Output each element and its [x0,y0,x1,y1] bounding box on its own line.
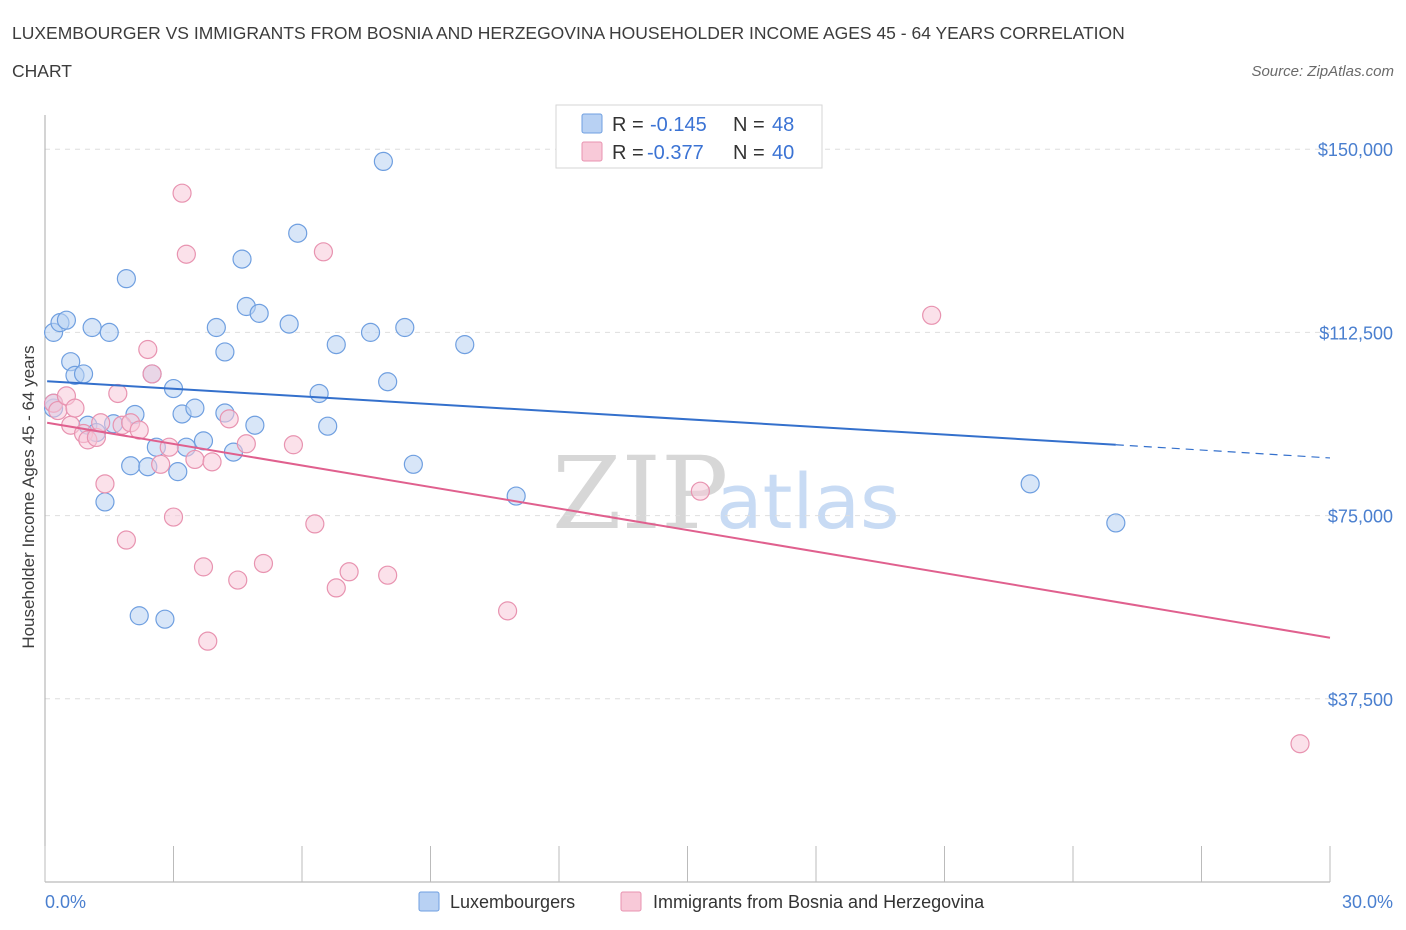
bih-point-16 [142,364,162,384]
lux-point-28 [206,317,226,338]
lux-point-29 [215,342,235,362]
stats-r-label-bosnia: R = [612,142,644,164]
bih-point-15 [138,339,158,360]
chart-title-line-1: LUXEMBOURGER VS IMMIGRANTS FROM BOSNIA A… [12,23,1125,43]
bih-point-22 [185,449,205,470]
x-tick-max: 30.0% [1342,892,1393,912]
lux-point-4 [56,310,77,330]
trend-line-bosnia [46,421,1331,639]
bih-point-4 [65,398,85,418]
lux-point-14 [116,269,136,289]
bih-point-25 [202,452,222,472]
watermark-atlas: atlas [716,457,900,546]
bih-point-35 [378,565,398,585]
trend-line-luxemburgers [47,380,1116,446]
axes [44,115,1331,883]
bih-point-34 [339,562,359,582]
lux-point-42 [373,151,393,172]
y-tick-labels: $37,500 $75,000 $112,500 $150,000 [1318,140,1393,710]
stats-n-value-bosnia: 40 [772,142,794,164]
lux-point-26 [185,398,205,418]
lux-point-37 [288,223,308,243]
lux-point-12 [99,322,119,342]
lux-point-43 [378,372,398,392]
lux-point-7 [73,364,94,384]
legend-swatch-bosnia [620,891,642,912]
lux-point-38 [309,383,329,404]
bih-point-29 [253,553,274,574]
bih-point-24 [198,631,218,651]
bih-point-8 [91,413,111,433]
bih-point-28 [236,434,256,454]
stats-n-label-bosnia: N = [733,142,765,164]
stats-n-label-luxemburgers: N = [733,114,765,136]
lux-point-23 [168,462,188,482]
lux-point-17 [129,606,149,626]
stats-swatch-luxemburgers [581,113,603,134]
chart-source: Source: ZipAtlas.com [1251,63,1394,80]
lux-point-11 [95,492,115,512]
stats-r-value-luxemburgers: -0.145 [650,114,707,136]
lux-point-49 [1106,513,1126,533]
bih-point-37 [690,481,710,501]
bih-point-32 [313,242,334,262]
lux-point-9 [82,317,102,338]
trend-line-luxemburgers-extension [1115,444,1331,459]
trend-lines [46,380,1331,639]
lux-point-15 [121,456,141,476]
lux-point-40 [326,335,346,355]
y-tick-label-2: $112,500 [1319,323,1393,343]
lux-point-46 [455,335,475,355]
bih-point-19 [163,507,184,527]
bih-point-20 [172,183,192,203]
bih-point-31 [305,514,325,534]
y-tick-label-3: $150,000 [1318,140,1393,160]
lux-point-39 [318,416,338,436]
lux-point-45 [403,454,423,474]
bih-point-21 [176,244,196,264]
lux-point-44 [395,317,415,338]
gridlines [45,148,1330,700]
lux-point-21 [155,609,175,629]
bih-point-18 [159,437,179,457]
lux-point-35 [249,303,269,323]
y-tick-label-0: $37,500 [1328,690,1393,710]
legend-swatch-luxemburgers [418,891,440,912]
bih-point-27 [228,570,248,590]
chart-title-line-2: CHART [12,61,72,81]
watermark: ZIP atlas [552,435,900,552]
bih-point-33 [326,578,346,598]
bih-point-26 [219,409,239,429]
stats-r-label-luxemburgers: R = [612,114,644,136]
bih-point-38 [922,305,942,325]
lux-point-32 [232,249,252,269]
lux-point-48 [1020,474,1040,494]
bih-point-36 [498,601,518,621]
bih-point-9 [95,474,115,494]
y-tick-label-1: $75,000 [1328,507,1393,527]
legend: Luxembourgers Immigrants from Bosnia and… [418,891,985,912]
bih-point-23 [193,557,214,577]
legend-label-bosnia: Immigrants from Bosnia and Herzegovina [653,892,985,912]
bih-point-12 [116,530,136,550]
legend-label-luxemburgers: Luxembourgers [450,892,575,912]
stats-n-value-luxemburgers: 48 [772,114,794,136]
bih-point-17 [151,454,171,474]
x-tick-min: 0.0% [45,892,86,912]
bih-point-30 [283,435,304,455]
bih-point-10 [108,383,128,404]
lux-point-36 [279,314,299,334]
lux-point-34 [245,415,265,435]
stats-swatch-bosnia [581,141,603,162]
lux-point-41 [360,322,381,342]
y-axis-label: Householder Income Ages 45 - 64 years [19,345,38,648]
bih-point-39 [1290,734,1310,754]
stats-box: R = -0.145 N = 48 R = -0.377 N = 40 [555,104,823,169]
stats-r-value-bosnia: -0.377 [647,142,704,164]
